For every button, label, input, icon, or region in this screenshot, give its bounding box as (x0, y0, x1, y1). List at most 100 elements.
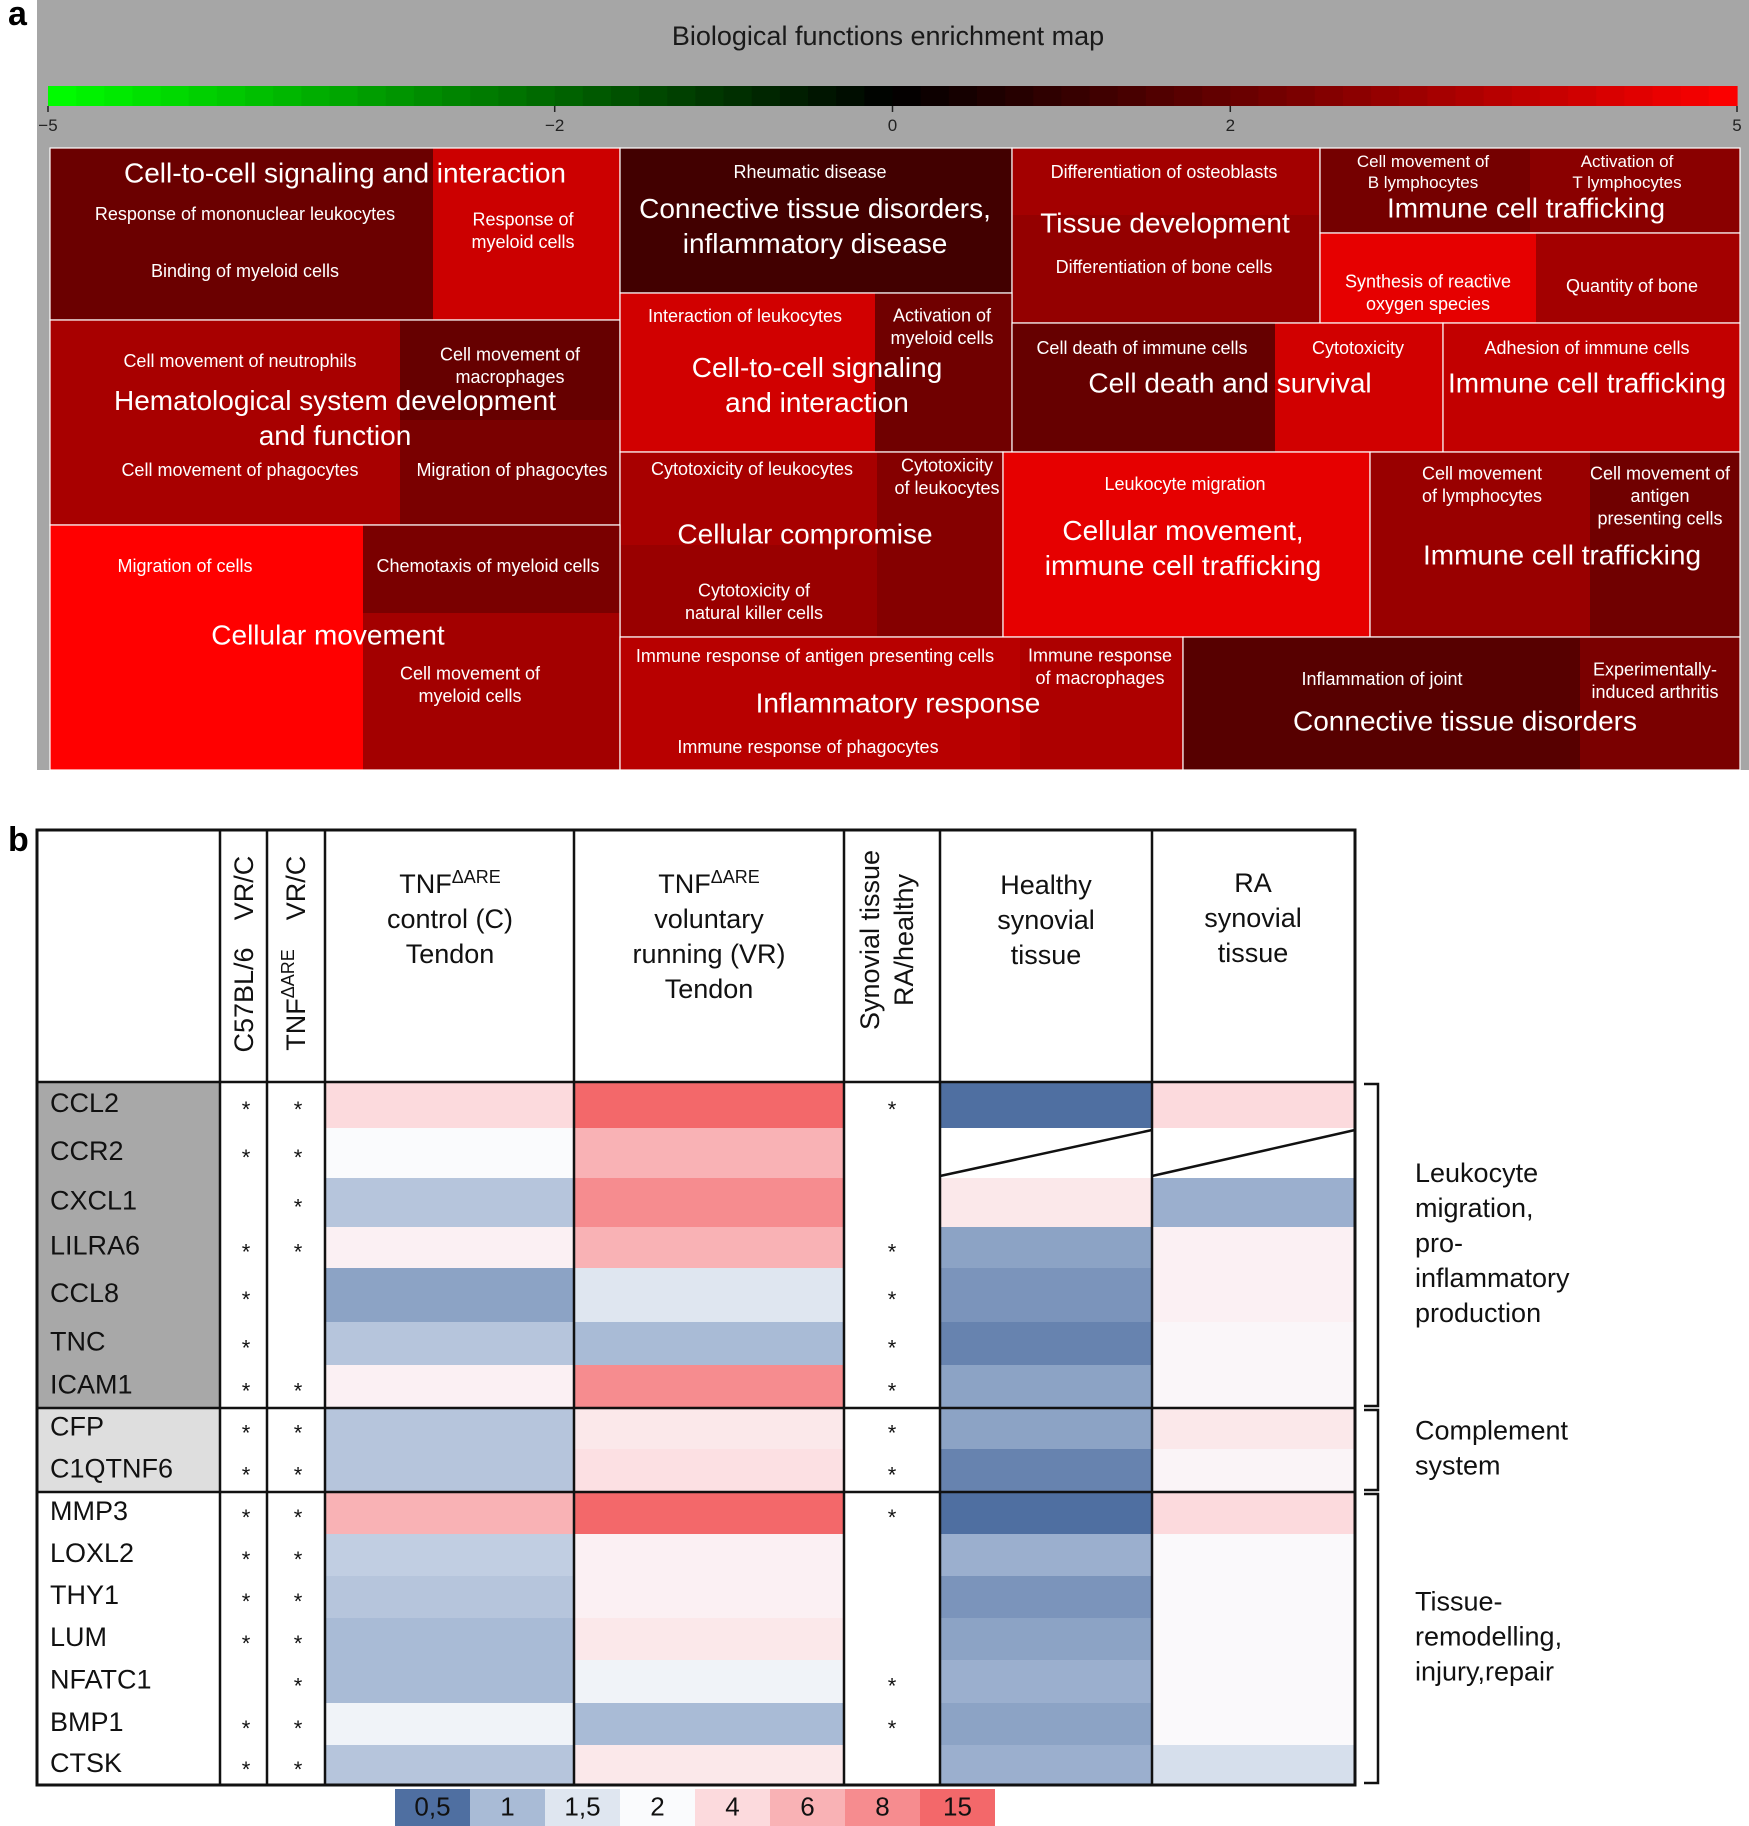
significance-mark: * (242, 1287, 251, 1312)
treemap-tile-label: Cell movement of (1590, 463, 1731, 483)
treemap-group: Cytotoxicity of leukocytes Cytotoxicityof… (619, 451, 1004, 638)
significance-mark: * (242, 1335, 251, 1360)
heatmap-cell (574, 1703, 844, 1745)
colorbar-segment (639, 86, 668, 106)
treemap-tile-label: macrophages (455, 367, 564, 387)
colorbar-segment (1399, 86, 1428, 106)
heatmap-cell (1152, 1703, 1355, 1745)
header-ra-line: synovial (1204, 903, 1302, 933)
header-c57-ratio: VR/C (229, 856, 259, 921)
colorbar-segment (864, 86, 894, 106)
treemap-tile-label: antigen (1630, 486, 1689, 506)
heatmap-cell (1152, 1576, 1355, 1618)
header-tendon-c-line: control (C) (387, 904, 513, 934)
treemap-group-title: Connective tissue disorders (1293, 705, 1637, 736)
significance-mark: * (242, 1097, 251, 1122)
colorbar-segment (751, 86, 781, 106)
heatmap-cell (574, 1492, 844, 1534)
colorbar-segment (413, 86, 443, 106)
heatmap-cell (325, 1268, 574, 1322)
significance-mark: * (242, 1462, 251, 1487)
treemap-tile-label: Differentiation of osteoblasts (1051, 162, 1278, 182)
treemap-group-title: Inflammatory response (756, 687, 1041, 718)
colorbar-segment (1286, 86, 1316, 106)
colorbar-segment (1511, 86, 1541, 106)
header-tnfare-ratio: VR/C (281, 856, 311, 921)
heatmap-cell (325, 1128, 574, 1178)
legend-swatch (770, 1789, 845, 1826)
colorbar-segment (667, 86, 697, 106)
significance-mark: * (242, 1631, 251, 1656)
colorbar-segment (1680, 86, 1710, 106)
gene-label: ICAM1 (50, 1370, 133, 1400)
gene-label: NFATC1 (50, 1665, 152, 1695)
treemap-tile-label: Inflammation of joint (1301, 669, 1462, 689)
gene-label: THY1 (50, 1580, 119, 1610)
group-label: Leukocyte (1415, 1158, 1538, 1188)
treemap-tile-label: Rheumatic disease (733, 162, 886, 182)
colorbar-segment (1708, 86, 1738, 106)
colorbar-segment (1202, 86, 1231, 106)
significance-mark: * (242, 1716, 251, 1741)
gene-group-shade (37, 1408, 220, 1492)
treemap-tile (50, 320, 400, 400)
legend-label: 6 (800, 1791, 814, 1821)
heatmap-cell (940, 1449, 1152, 1492)
colorbar-segment (1427, 86, 1457, 106)
colorbar-segment (1230, 86, 1260, 106)
group-label: production (1415, 1298, 1541, 1328)
significance-mark: * (294, 1462, 303, 1487)
colorbar-segment (160, 86, 190, 106)
significance-mark: * (888, 1420, 897, 1445)
treemap-tile (50, 525, 363, 770)
treemap-tile (620, 707, 1020, 770)
treemap-tile (1536, 233, 1740, 323)
treemap-tile (1590, 452, 1740, 637)
treemap-group-title: Cell death and survival (1088, 367, 1371, 398)
treemap-tile-label: T lymphocytes (1572, 173, 1681, 192)
heatmap-cell (940, 1703, 1152, 1745)
treemap-group-title: Cellular compromise (677, 518, 932, 549)
significance-mark: * (242, 1547, 251, 1572)
treemap-tile-label: Cell death of immune cells (1036, 338, 1247, 358)
treemap-tile-label: myeloid cells (890, 328, 993, 348)
treemap-tile (400, 320, 620, 420)
colorbar-tick-label: 5 (1732, 116, 1741, 135)
significance-mark: * (294, 1673, 303, 1698)
colorbar-segment (1652, 86, 1682, 106)
treemap-tile (400, 420, 620, 525)
heatmap-cell (940, 1534, 1152, 1576)
treemap-group-title: immune cell trafficking (1045, 550, 1321, 581)
colorbar-segment (104, 86, 134, 106)
legend-swatch (920, 1789, 995, 1826)
colorbar-segment (695, 86, 725, 106)
gene-label: C1QTNF6 (50, 1454, 173, 1484)
gene-label: BMP1 (50, 1707, 124, 1737)
colorbar-segment (1342, 86, 1372, 106)
header-tendon-c: TNFΔARE (399, 867, 501, 899)
significance-mark: * (294, 1239, 303, 1264)
treemap-tile-label: Immune response of antigen presenting ce… (636, 646, 994, 666)
treemap-tile (877, 452, 1003, 637)
gene-label: TNC (50, 1327, 106, 1357)
colorbar-segment (892, 86, 922, 106)
header-ra-line: RA (1234, 868, 1272, 898)
significance-mark: * (294, 1194, 303, 1219)
treemap-tile-label: Immune response of phagocytes (677, 737, 938, 757)
gene-group-shade (37, 1492, 220, 1785)
heatmap-cell (325, 1408, 574, 1449)
significance-mark: * (888, 1716, 897, 1741)
group-label: Complement (1415, 1416, 1569, 1446)
significance-mark: * (294, 1716, 303, 1741)
treemap-tile-label: oxygen species (1366, 294, 1490, 314)
colorbar-segment (48, 86, 77, 106)
colorbar-segment (357, 86, 387, 106)
heatmap-cell (940, 1618, 1152, 1660)
treemap-tile-label: Cytotoxicity of leukocytes (651, 459, 853, 479)
significance-mark: * (888, 1335, 897, 1360)
treemap-group: Adhesion of immune cells Immune cell traf… (1442, 322, 1741, 453)
heatmap-cell (574, 1365, 844, 1408)
significance-mark: * (888, 1097, 897, 1122)
